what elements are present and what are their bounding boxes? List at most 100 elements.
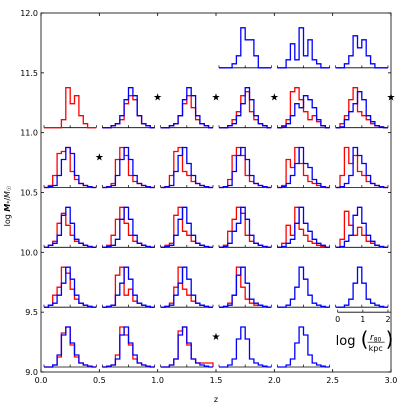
histogram-panel xyxy=(101,326,156,368)
blue-histogram xyxy=(219,87,272,129)
blue-histogram xyxy=(102,146,155,189)
blue-histogram xyxy=(277,27,330,69)
histogram-panel xyxy=(218,27,272,69)
y-tick-label: 11.5 xyxy=(20,69,38,78)
y-axis-label: log M*/M☉ xyxy=(3,186,13,227)
blue-histogram xyxy=(44,206,97,248)
histogram-panel xyxy=(218,146,272,189)
blue-histogram xyxy=(277,146,330,189)
histogram-panel xyxy=(101,206,156,248)
histogram-panel: ★ xyxy=(160,326,221,368)
blue-histogram xyxy=(219,146,272,189)
panel-grid: ★ ★ ★ ★ ★ ★ xyxy=(43,27,396,368)
x-tick-label: 3.0 xyxy=(385,376,398,385)
star-marker: ★ xyxy=(153,93,162,104)
histogram-panel xyxy=(218,206,272,248)
blue-histogram xyxy=(219,27,272,69)
blue-histogram xyxy=(335,91,388,129)
blue-histogram xyxy=(277,266,330,308)
histogram-panel xyxy=(43,87,97,129)
y-tick-label: 10.0 xyxy=(20,248,38,257)
histogram-panel xyxy=(335,206,389,248)
histogram-panel xyxy=(335,35,389,69)
svg-text:kpc: kpc xyxy=(369,344,383,353)
histogram-panel xyxy=(160,266,214,308)
histogram-panel xyxy=(335,266,389,308)
blue-histogram xyxy=(102,87,155,129)
blue-histogram xyxy=(335,206,388,248)
x-tick-label: 0.0 xyxy=(35,376,48,385)
outer-axes: 0.0 0.5 1.0 1.5 2.0 2.5 3.0 9.0 9.5 10.0 10.5 11.0 1… xyxy=(20,9,397,385)
blue-histogram xyxy=(335,35,388,69)
star-marker: ★ xyxy=(95,153,104,164)
y-tick-label: 11.0 xyxy=(20,129,38,138)
blue-histogram xyxy=(160,266,213,308)
histogram-panel: ★ xyxy=(43,146,104,189)
blue-histogram xyxy=(160,206,213,248)
blue-histogram xyxy=(277,326,330,368)
svg-text:r80: r80 xyxy=(370,333,382,344)
histogram-panel xyxy=(276,27,331,69)
blue-histogram xyxy=(44,266,97,308)
histogram-panel xyxy=(276,87,331,129)
blue-histogram xyxy=(219,326,272,368)
key-tick-label: 1 xyxy=(360,315,365,324)
histogram-panel: ★ xyxy=(335,87,396,129)
blue-histogram xyxy=(160,326,213,368)
blue-histogram xyxy=(219,266,272,308)
blue-histogram xyxy=(102,206,155,248)
x-tick-label: 2.5 xyxy=(326,376,339,385)
histogram-panel xyxy=(160,206,214,248)
y-tick-label: 12.0 xyxy=(20,9,38,18)
histogram-panel xyxy=(276,326,331,368)
histogram-panel: ★ xyxy=(101,87,162,129)
histogram-panel xyxy=(101,146,156,189)
blue-histogram xyxy=(102,266,155,308)
blue-histogram xyxy=(335,146,388,189)
red-histogram xyxy=(102,95,155,129)
y-tick-label: 9.0 xyxy=(25,368,38,377)
histogram-panel xyxy=(276,266,331,308)
blue-histogram xyxy=(335,266,388,308)
red-histogram xyxy=(335,146,388,189)
histogram-panel xyxy=(43,266,97,308)
x-tick-label: 1.0 xyxy=(151,376,164,385)
svg-text:(: ( xyxy=(361,327,369,351)
histogram-panel xyxy=(335,146,389,189)
svg-text:log: log xyxy=(336,334,356,349)
blue-histogram xyxy=(44,326,97,368)
star-marker: ★ xyxy=(212,332,221,343)
histogram-panel xyxy=(218,326,272,368)
x-tick-label: 0.5 xyxy=(93,376,106,385)
blue-histogram xyxy=(44,146,97,189)
histogram-panel xyxy=(101,266,156,308)
star-marker: ★ xyxy=(270,93,279,104)
histogram-panel xyxy=(276,206,331,248)
blue-histogram xyxy=(277,95,330,129)
star-marker: ★ xyxy=(212,93,221,104)
blue-histogram xyxy=(160,146,213,189)
star-marker: ★ xyxy=(387,93,396,104)
histogram-panel xyxy=(43,326,97,368)
red-histogram xyxy=(44,87,97,129)
y-tick-label: 10.5 xyxy=(20,189,38,198)
blue-histogram xyxy=(102,326,155,368)
key-tick-label: 2 xyxy=(385,315,390,324)
histogram-panel xyxy=(43,206,97,248)
histogram-panel xyxy=(160,146,214,189)
key-tick-label: 0 xyxy=(335,315,340,324)
histogram-panel xyxy=(276,146,331,189)
histogram-panel: ★ xyxy=(160,87,221,129)
histogram-panel: ★ xyxy=(218,87,279,129)
blue-histogram xyxy=(277,206,330,248)
x-tick-label: 1.5 xyxy=(210,376,223,385)
histogram-panel xyxy=(218,266,272,308)
blue-histogram xyxy=(219,206,272,248)
svg-text:): ) xyxy=(386,327,394,351)
red-histogram xyxy=(160,95,213,129)
x-tick-label: 2.0 xyxy=(268,376,281,385)
blue-histogram xyxy=(160,87,213,129)
